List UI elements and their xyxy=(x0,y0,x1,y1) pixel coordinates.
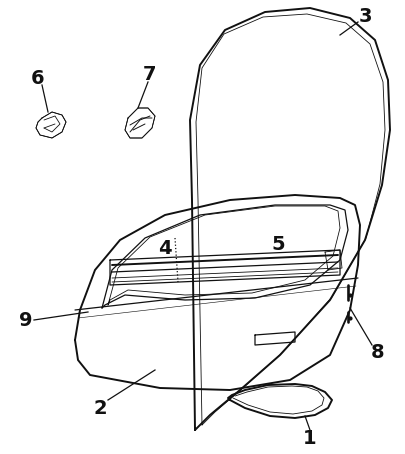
Text: 7: 7 xyxy=(143,65,156,84)
Text: 6: 6 xyxy=(31,69,45,88)
Text: 8: 8 xyxy=(370,342,384,361)
Text: 2: 2 xyxy=(93,399,107,418)
Text: 1: 1 xyxy=(303,429,316,448)
Text: 9: 9 xyxy=(19,311,33,330)
Text: 5: 5 xyxy=(271,235,284,253)
Text: 3: 3 xyxy=(357,6,371,25)
Text: 4: 4 xyxy=(158,238,171,257)
Polygon shape xyxy=(125,108,155,138)
Polygon shape xyxy=(36,112,66,138)
